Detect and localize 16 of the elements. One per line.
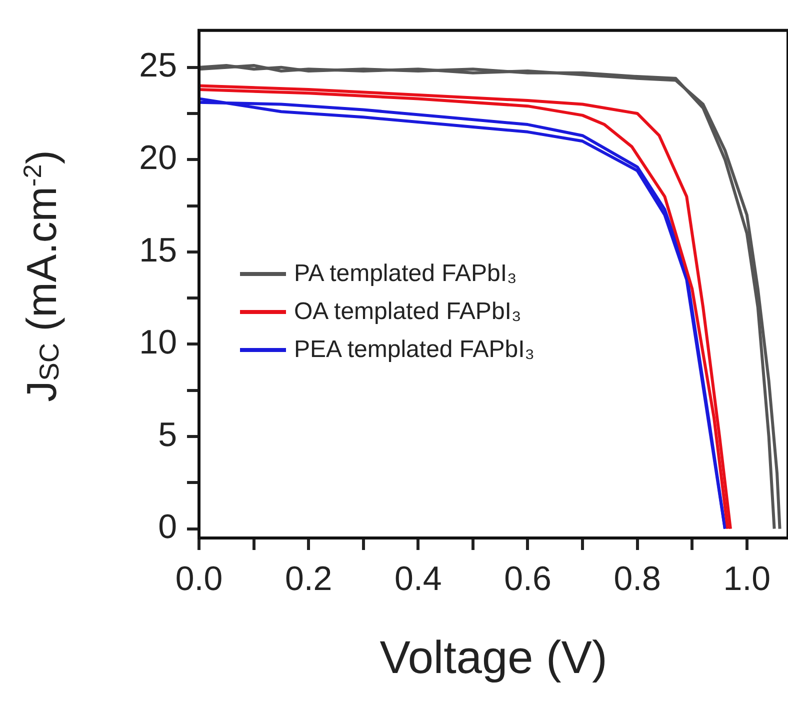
y-tick-label: 0 xyxy=(158,508,177,546)
legend-label: PEA templated FAPbI₃ xyxy=(294,336,535,364)
y-tick-label: 15 xyxy=(139,231,177,270)
x-tick-label: 0.6 xyxy=(504,560,552,598)
x-axis-title: Voltage (V) xyxy=(378,630,608,684)
x-tick-label: 0.8 xyxy=(614,560,661,598)
legend-label: PA templated FAPbI₃ xyxy=(294,260,517,288)
x-tick-label: 0.0 xyxy=(175,560,223,598)
y-tick-label: 20 xyxy=(139,138,177,177)
y-tick-label: 10 xyxy=(139,324,177,362)
legend-label: OA templated FAPbI₃ xyxy=(294,298,522,326)
y-tick-label: 5 xyxy=(158,416,177,454)
x-tick-label: 1.0 xyxy=(723,560,771,598)
x-tick-label: 0.2 xyxy=(284,560,332,598)
y-tick-label: 25 xyxy=(139,46,177,85)
x-tick-label: 0.4 xyxy=(394,560,442,598)
